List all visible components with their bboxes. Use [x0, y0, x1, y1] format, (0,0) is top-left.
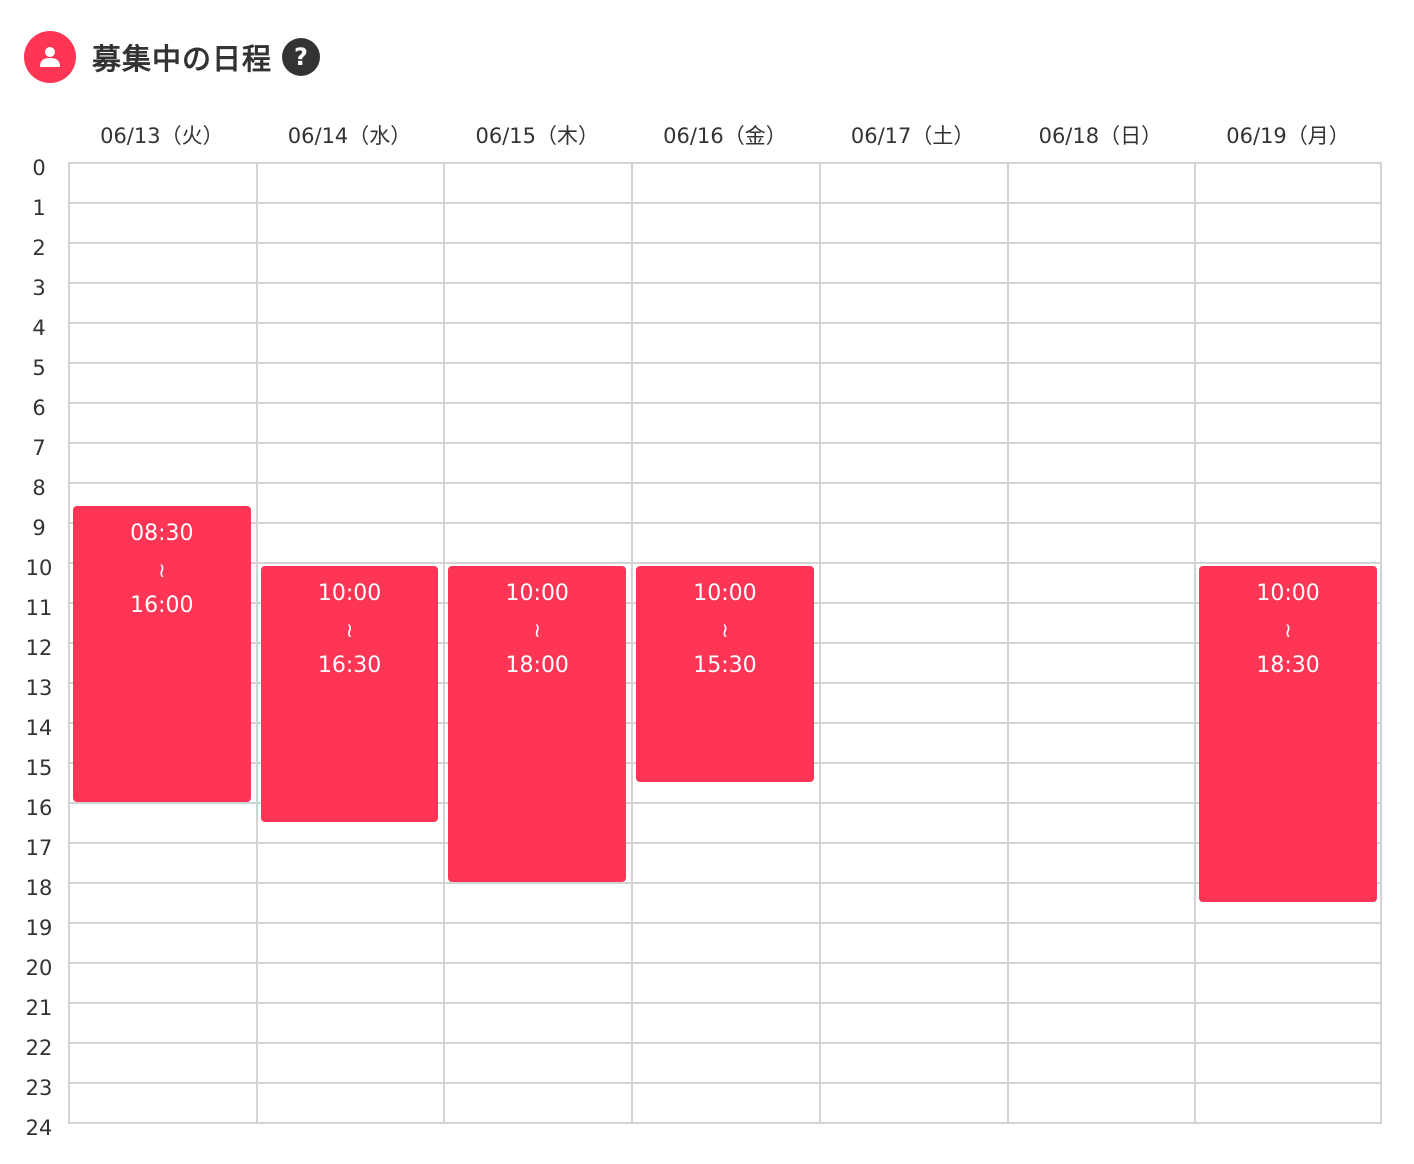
- grid-day-line: [631, 162, 634, 1124]
- hour-label: 15: [25, 756, 53, 780]
- slot-start-time: 10:00: [1256, 581, 1320, 606]
- hour-label: 0: [32, 156, 46, 180]
- hour-label: 1: [32, 196, 46, 220]
- hour-label: 21: [25, 996, 53, 1020]
- hour-label: 22: [25, 1036, 53, 1060]
- hour-label: 4: [32, 316, 46, 340]
- slot-start-time: 10:00: [693, 581, 757, 606]
- grid-hour-line: [68, 882, 1382, 884]
- hour-label: 20: [25, 956, 53, 980]
- grid-hour-line: [68, 962, 1382, 964]
- grid-hour-line: [68, 1042, 1382, 1044]
- grid-day-line: [1194, 162, 1197, 1124]
- day-header: 06/13（火）: [100, 124, 224, 148]
- grid-day-line: [1006, 162, 1009, 1124]
- grid-hour-line: [68, 562, 1382, 564]
- hour-label: 24: [25, 1116, 53, 1140]
- slot-end-time: 18:00: [505, 653, 569, 678]
- grid-day-line: [818, 162, 821, 1124]
- slot-start-time: 10:00: [505, 581, 569, 606]
- availability-slot[interactable]: 08:30 ≀ 16:00: [73, 506, 251, 802]
- grid-hour-line: [68, 922, 1382, 924]
- slot-range-separator: ≀: [533, 618, 541, 642]
- slot-range-separator: ≀: [721, 618, 729, 642]
- availability-slot[interactable]: 10:00 ≀ 18:00: [448, 566, 627, 882]
- hour-label: 7: [32, 436, 46, 460]
- hour-label: 19: [25, 916, 53, 940]
- slot-range-separator: ≀: [158, 558, 166, 582]
- slot-range-separator: ≀: [345, 618, 354, 642]
- grid-day-line: [443, 162, 446, 1124]
- grid-day-line: [255, 162, 258, 1124]
- page-title: 募集中の日程: [92, 42, 273, 76]
- day-header: 06/18（日）: [1038, 124, 1163, 148]
- grid-hour-line: [68, 162, 1382, 164]
- grid-hour-line: [68, 242, 1382, 244]
- hour-label: 6: [32, 396, 46, 420]
- hour-label: 18: [25, 876, 53, 900]
- slot-range-separator: ≀: [1284, 618, 1292, 642]
- grid-hour-line: [68, 322, 1382, 324]
- hour-label: 16: [25, 796, 53, 820]
- hour-label: 5: [32, 356, 46, 380]
- day-header: 06/14（水）: [287, 124, 412, 148]
- grid-day-line: [1380, 162, 1382, 1124]
- slot-start-time: 08:30: [130, 521, 194, 546]
- help-icon[interactable]: ?: [282, 38, 321, 76]
- availability-slot[interactable]: 10:00 ≀ 15:30: [636, 566, 814, 782]
- day-header: 06/15（木）: [475, 124, 599, 148]
- grid-hour-line: [68, 482, 1382, 484]
- slot-end-time: 15:30: [693, 653, 757, 678]
- grid-hour-line: [68, 282, 1382, 284]
- hour-label: 23: [25, 1076, 53, 1100]
- schedule-grid: 08:30 ≀ 16:00 10:00 ≀ 16:30 10:00 ≀ 18:00 10:00 ≀ 1…: [68, 162, 1382, 1124]
- availability-slot[interactable]: 10:00 ≀ 18:30: [1199, 566, 1377, 902]
- user-icon: [40, 47, 60, 67]
- hour-label: 2: [32, 236, 46, 260]
- grid-day-line: [68, 162, 70, 1124]
- hour-label: 13: [25, 676, 53, 700]
- slot-end-time: 16:00: [130, 593, 194, 618]
- hour-label: 17: [25, 836, 53, 860]
- slot-end-time: 16:30: [317, 653, 382, 678]
- slot-end-time: 18:30: [1256, 653, 1320, 678]
- hour-label: 10: [25, 556, 53, 580]
- grid-hour-line: [68, 1002, 1382, 1004]
- hour-label: 3: [32, 276, 46, 300]
- slot-start-time: 10:00: [317, 581, 382, 606]
- hour-label: 9: [32, 516, 46, 540]
- availability-slot[interactable]: 10:00 ≀ 16:30: [260, 566, 439, 822]
- grid-hour-line: [68, 202, 1382, 204]
- schedule-header: 募集中の日程 ?: [24, 31, 321, 83]
- hour-label: 11: [25, 596, 53, 620]
- grid-hour-line: [68, 362, 1382, 364]
- grid-hour-line: [68, 802, 1382, 804]
- hour-label: 8: [32, 476, 46, 500]
- hour-label: 14: [25, 716, 53, 740]
- grid-hour-line: [68, 842, 1382, 844]
- grid-hour-line: [68, 442, 1382, 444]
- day-header: 06/16（金）: [663, 124, 787, 148]
- day-header: 06/19（月）: [1226, 124, 1350, 148]
- hour-label: 12: [25, 636, 53, 660]
- grid-hour-line: [68, 1122, 1382, 1124]
- grid-hour-line: [68, 1082, 1382, 1084]
- day-header: 06/17（土）: [850, 124, 975, 148]
- grid-hour-line: [68, 402, 1382, 404]
- user-avatar: [24, 31, 76, 83]
- grid-hour-line: [68, 522, 1382, 524]
